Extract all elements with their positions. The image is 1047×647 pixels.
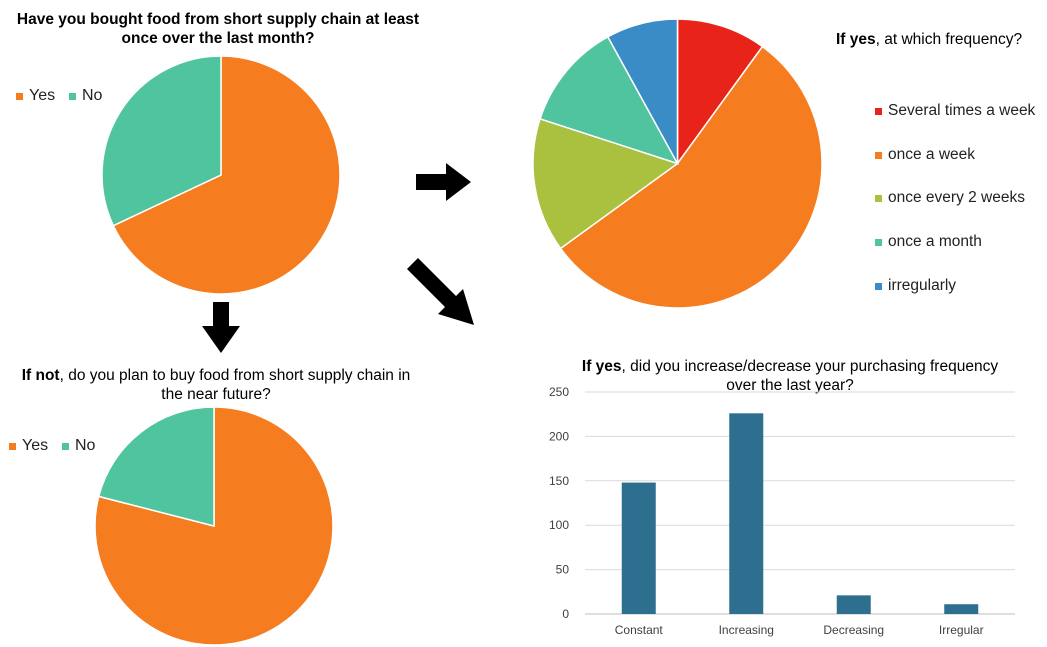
legend-label: Yes xyxy=(29,87,56,104)
pie2-legend-4: once a month xyxy=(875,233,982,251)
pie3-slice-no xyxy=(97,406,215,527)
pie1-legend-no: No xyxy=(69,87,102,105)
legend-swatch xyxy=(875,194,882,202)
arrow-down-right-icon xyxy=(407,258,474,325)
bar-irregular xyxy=(944,604,979,614)
legend-label: Several times a week xyxy=(888,102,1036,119)
y-tick-label: 0 xyxy=(562,607,569,621)
legend-label: No xyxy=(82,87,103,104)
legend-label: Yes xyxy=(22,437,49,454)
pie2-title-bold: If yes xyxy=(836,31,876,48)
x-tick-label: Increasing xyxy=(719,623,774,637)
legend-swatch xyxy=(875,107,882,115)
pie2-slice-once-a-month xyxy=(539,35,680,165)
legend-label: once a week xyxy=(888,146,976,163)
pie1-slice-yes xyxy=(112,55,341,295)
bar-chart: 0 50 100 150 200 250 Constant Increasing Decreas… xyxy=(549,385,1015,637)
bar-title-rest: , did you increase/decrease your purchas… xyxy=(621,358,999,394)
pie2-title: If yes, at which frequency? xyxy=(836,31,1022,49)
legend-label: once a month xyxy=(888,233,982,250)
pie2-title-rest: , at which frequency? xyxy=(875,31,1023,48)
legend-swatch xyxy=(875,151,882,159)
pie1-chart xyxy=(101,55,341,295)
pie3-legend-yes: Yes xyxy=(9,437,48,455)
legend-swatch-yes xyxy=(16,92,23,100)
bar-title-bold: If yes xyxy=(581,358,622,375)
pie3-title: If not, do you plan to buy food from sho… xyxy=(16,366,416,404)
x-tick-label: Constant xyxy=(615,623,664,637)
pie2-legend-5: irregularly xyxy=(875,277,956,295)
bar-constant xyxy=(621,482,656,614)
pie1-legend-yes: Yes xyxy=(16,87,55,105)
pie2-chart xyxy=(532,18,823,309)
y-tick-label: 50 xyxy=(556,563,570,577)
bar-title: If yes, did you increase/decrease your p… xyxy=(570,357,1010,395)
pie2-legend-2: once a week xyxy=(875,146,975,164)
x-tick-label: Decreasing xyxy=(823,623,884,637)
y-tick-label: 200 xyxy=(549,429,569,443)
pie3-legend-no: No xyxy=(62,437,95,455)
legend-swatch-no xyxy=(62,442,69,450)
pie2-slice-irregularly xyxy=(606,18,679,164)
legend-label: once every 2 weeks xyxy=(888,189,1025,206)
x-tick-label: Irregular xyxy=(939,623,984,637)
pie2-legend-3: once every 2 weeks xyxy=(875,189,1025,207)
pie2-legend-1: Several times a week xyxy=(875,102,1035,120)
bar-decreasing xyxy=(836,595,871,614)
pie2-slice-once-a-week xyxy=(559,45,823,309)
pie2-slice-several-times-a-week xyxy=(676,18,764,166)
y-tick-label: 150 xyxy=(549,474,569,488)
pie3-title-bold: If not xyxy=(21,367,60,384)
legend-swatch-yes xyxy=(9,442,16,450)
pie3-title-rest: , do you plan to buy food from short sup… xyxy=(59,367,411,403)
pie2-slice-once-every-2-weeks xyxy=(532,117,680,250)
legend-swatch xyxy=(875,282,882,290)
y-tick-label: 250 xyxy=(549,385,569,399)
arrow-right-icon xyxy=(416,163,471,201)
pie1-title: Have you bought food from short supply c… xyxy=(16,11,420,47)
y-tick-label: 100 xyxy=(549,518,569,532)
legend-swatch xyxy=(875,238,882,246)
bar-increasing xyxy=(729,413,764,614)
legend-label: No xyxy=(75,437,96,454)
arrow-down-icon xyxy=(202,302,240,353)
legend-label: irregularly xyxy=(888,277,957,294)
pie1-slice-no xyxy=(101,55,222,227)
pie3-chart xyxy=(94,406,334,646)
legend-swatch-no xyxy=(69,92,76,100)
